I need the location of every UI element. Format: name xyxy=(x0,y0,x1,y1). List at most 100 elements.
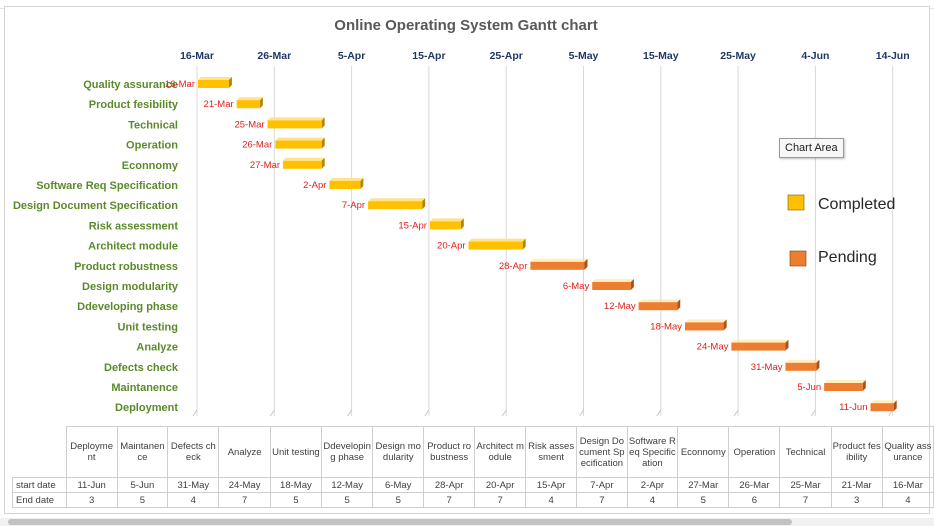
table-cell-end-date: 3 xyxy=(65,492,118,508)
table-column-header: Quality assurance xyxy=(881,426,934,478)
gridline-base xyxy=(656,409,662,417)
bar-top-face xyxy=(785,359,820,363)
task-label: Architect module xyxy=(88,241,178,253)
table-cell-start-date: 27-Mar xyxy=(677,477,730,493)
bar-front-face xyxy=(785,362,817,371)
task-label: Design Document Specification xyxy=(13,200,178,212)
gantt-bar[interactable] xyxy=(429,218,464,230)
start-date-data-label: 16-Mar xyxy=(165,79,195,90)
gantt-bars[interactable] xyxy=(198,77,897,412)
gantt-bar[interactable] xyxy=(824,380,866,391)
bar-side-face xyxy=(259,97,263,109)
gantt-bar[interactable] xyxy=(468,238,526,250)
task-label: Technical xyxy=(128,119,178,131)
gantt-bar[interactable] xyxy=(329,178,364,189)
table-cell-start-date: 7-Apr xyxy=(576,477,628,493)
bar-top-face xyxy=(236,97,263,101)
table-column-header: Technical xyxy=(779,426,832,478)
start-date-data-label: 15-Apr xyxy=(398,220,427,231)
bar-side-face xyxy=(321,157,325,169)
gantt-bar[interactable] xyxy=(283,157,325,169)
table-cell-end-date: 3 xyxy=(830,492,883,508)
date-tick-label: 15-May xyxy=(643,50,679,62)
gantt-bar[interactable] xyxy=(368,198,426,210)
task-label: Defects check xyxy=(104,362,179,374)
legend[interactable]: Completed Pending xyxy=(787,194,895,267)
horizontal-scrollbar[interactable] xyxy=(0,518,934,526)
bar-side-face xyxy=(360,178,364,189)
bar-top-face xyxy=(530,258,588,262)
table-corner-cell xyxy=(12,426,67,478)
gantt-bar[interactable] xyxy=(530,258,588,270)
legend-pending-swatch xyxy=(789,250,807,267)
gridline-base xyxy=(810,409,816,417)
gantt-bar[interactable] xyxy=(684,319,727,331)
gridline-base xyxy=(579,409,584,417)
bar-front-face xyxy=(368,201,423,210)
bar-side-face xyxy=(422,198,426,210)
date-tick-label: 14-Jun xyxy=(876,50,910,62)
gridline-base xyxy=(269,409,275,417)
table-cell-end-date: 5 xyxy=(269,492,323,508)
table-column-header: Deployment xyxy=(65,426,118,478)
chart-title: Online Operating System Gantt chart xyxy=(334,17,597,34)
task-label: Software Req Specification xyxy=(36,180,178,192)
gantt-bar[interactable] xyxy=(870,400,897,412)
gantt-bar[interactable] xyxy=(592,279,634,290)
start-date-data-label: 2-Apr xyxy=(303,180,326,191)
gantt-bar[interactable] xyxy=(267,117,325,129)
table-column-header: Unit testing xyxy=(269,426,323,478)
bar-front-face xyxy=(592,282,631,290)
table-cell-end-date: 4 xyxy=(167,492,220,508)
task-label: Operation xyxy=(126,140,178,152)
date-tick-label: 25-Apr xyxy=(490,50,523,62)
table-column-header: Product robustness xyxy=(423,426,476,478)
task-label: Unit testing xyxy=(118,321,179,333)
bar-side-face xyxy=(893,400,897,412)
bar-side-face xyxy=(460,218,464,230)
table-cell-start-date: 2-Apr xyxy=(626,477,679,493)
bar-side-face xyxy=(630,279,634,290)
table-cell-end-date: 5 xyxy=(677,492,730,508)
table-column-header: Design Document Specification xyxy=(576,426,628,478)
bar-top-face xyxy=(684,319,727,323)
date-tick-label: 5-Apr xyxy=(338,50,365,62)
gantt-bar[interactable] xyxy=(638,299,681,311)
task-label: Design modularity xyxy=(82,281,179,293)
table-cell-end-date: 5 xyxy=(116,492,169,508)
date-axis: 16-Mar 26-Mar 5-Apr 15-Apr 25-Apr 5-May 15-May… xyxy=(180,50,910,62)
table-cell-start-date: 28-Apr xyxy=(423,477,476,493)
table-cell-end-date: 7 xyxy=(779,492,832,508)
gantt-bar[interactable] xyxy=(236,97,263,109)
table-cell-end-date: 6 xyxy=(728,492,781,508)
bar-front-face xyxy=(329,181,361,189)
start-date-data-label: 31-May xyxy=(751,362,783,373)
bar-front-face xyxy=(870,403,894,412)
table-column-header: Risk assessment xyxy=(525,426,578,478)
task-label: Ddeveloping phase xyxy=(77,301,178,313)
bar-top-face xyxy=(329,178,364,181)
gantt-bar[interactable] xyxy=(785,359,820,371)
date-tick-label: 16-Mar xyxy=(180,50,214,62)
bar-top-face xyxy=(368,198,426,202)
start-date-data-label: 6-May xyxy=(563,281,590,292)
table-column-header: Maintanence xyxy=(116,426,169,478)
gantt-bar[interactable] xyxy=(198,77,232,88)
gridline-base xyxy=(424,409,430,417)
bar-front-face xyxy=(530,261,585,270)
table-column-header: Ddeveloping phase xyxy=(321,426,374,478)
bar-side-face xyxy=(723,319,727,331)
bar-top-face xyxy=(429,218,464,222)
gantt-bar[interactable] xyxy=(731,339,789,351)
gridline-base xyxy=(192,409,198,417)
bar-front-face xyxy=(198,80,229,88)
table-cell-start-date: 21-Mar xyxy=(830,477,883,493)
chart-area-tooltip: Chart Area xyxy=(779,138,844,158)
bar-front-face xyxy=(236,100,260,109)
scrollbar-thumb[interactable] xyxy=(8,519,792,525)
bar-front-face xyxy=(275,140,322,149)
task-label: Product fesibility xyxy=(89,99,179,111)
gantt-bar[interactable] xyxy=(275,137,325,149)
